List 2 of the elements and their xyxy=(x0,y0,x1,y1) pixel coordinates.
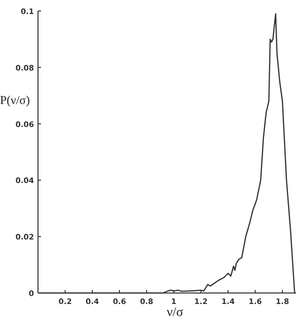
x-axis-title: ν/σ xyxy=(166,304,184,319)
y-axis-title: P(ν/σ) xyxy=(0,93,30,107)
